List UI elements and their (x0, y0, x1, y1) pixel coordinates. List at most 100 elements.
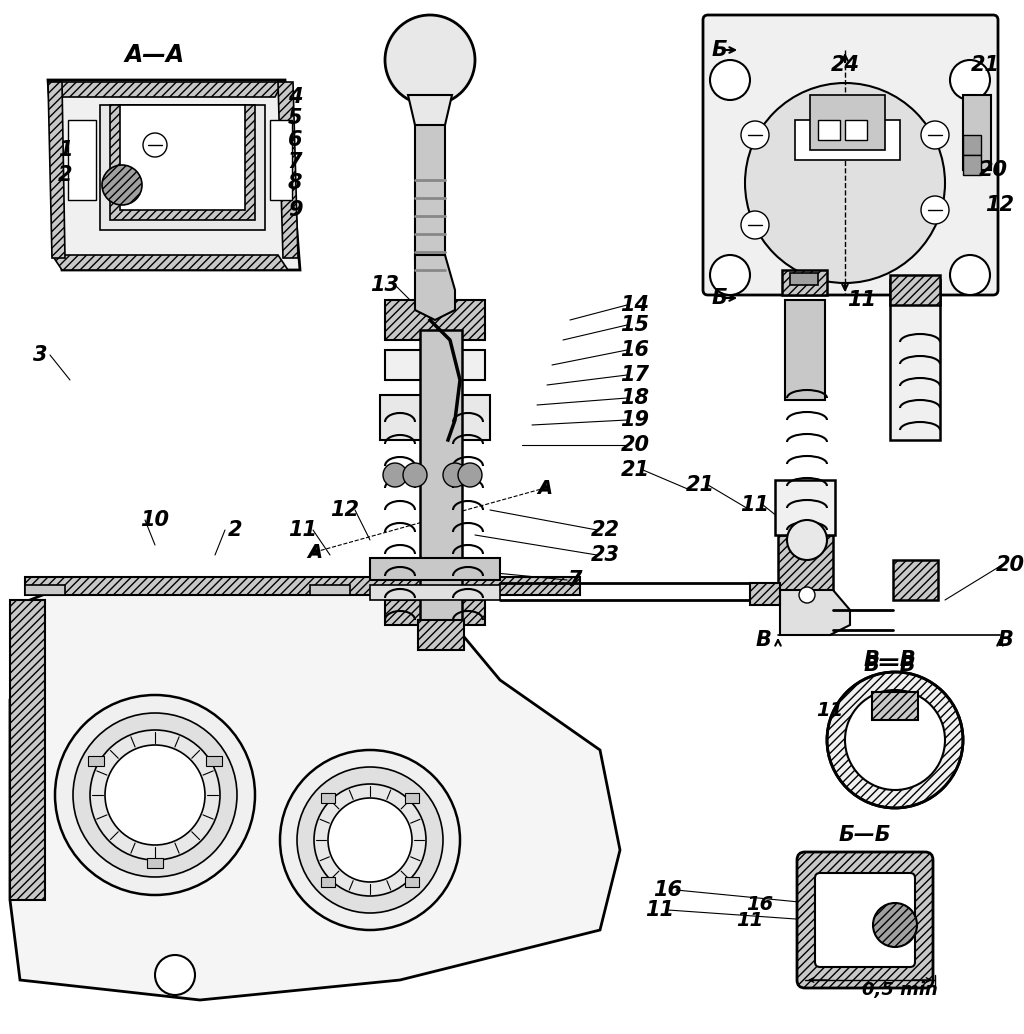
Bar (750, 583, 780, 605)
Text: 16: 16 (746, 895, 773, 914)
Circle shape (845, 690, 945, 790)
Bar (270, 120, 292, 200)
Bar (415, 105, 445, 260)
Text: 11: 11 (736, 911, 764, 930)
Text: A: A (538, 479, 553, 497)
Bar (963, 95, 991, 170)
Text: 24: 24 (830, 55, 859, 75)
Circle shape (55, 695, 255, 895)
Bar (418, 620, 464, 650)
Circle shape (385, 16, 475, 105)
Bar (963, 155, 981, 175)
Text: 14: 14 (621, 295, 649, 315)
Circle shape (921, 121, 949, 149)
Text: 18: 18 (621, 388, 649, 408)
Text: A: A (307, 543, 323, 561)
Circle shape (710, 60, 750, 100)
Text: 2: 2 (57, 165, 73, 185)
Circle shape (787, 520, 827, 560)
Text: 15: 15 (621, 315, 649, 335)
Circle shape (383, 463, 407, 487)
Circle shape (143, 133, 167, 157)
Circle shape (297, 767, 443, 913)
Circle shape (745, 83, 945, 283)
Text: 9: 9 (288, 200, 302, 220)
Circle shape (90, 730, 220, 860)
Polygon shape (50, 82, 283, 97)
Bar (782, 270, 827, 295)
Circle shape (73, 713, 237, 877)
Circle shape (105, 746, 205, 845)
Text: 11: 11 (740, 495, 769, 515)
Polygon shape (52, 255, 288, 270)
Polygon shape (10, 600, 45, 900)
Circle shape (328, 798, 412, 882)
Text: 7: 7 (288, 152, 302, 172)
Text: 11: 11 (848, 290, 877, 310)
Text: 5: 5 (288, 108, 302, 128)
Bar (420, 330, 462, 620)
Bar (385, 600, 485, 625)
Circle shape (443, 463, 467, 487)
Bar (322, 877, 335, 887)
Text: В—В: В—В (863, 655, 916, 675)
Text: 16: 16 (621, 340, 649, 360)
Bar (385, 300, 485, 340)
Text: A—A: A—A (125, 43, 185, 67)
Bar (147, 858, 163, 868)
Circle shape (102, 165, 142, 205)
Text: 21: 21 (621, 460, 649, 480)
Text: Б: Б (712, 288, 728, 308)
Text: 6: 6 (288, 130, 302, 150)
Circle shape (741, 121, 769, 149)
Polygon shape (48, 82, 65, 258)
Text: 21: 21 (971, 55, 999, 75)
Text: 23: 23 (591, 545, 620, 565)
Polygon shape (415, 255, 455, 320)
Polygon shape (10, 580, 620, 1000)
Bar (370, 585, 500, 600)
Text: 20: 20 (979, 160, 1008, 180)
Bar (110, 105, 255, 220)
Bar (785, 300, 825, 400)
Bar (963, 135, 981, 155)
Polygon shape (408, 95, 452, 125)
Text: 1: 1 (57, 140, 73, 160)
Circle shape (314, 784, 426, 896)
Text: 17: 17 (621, 365, 649, 385)
Circle shape (950, 60, 990, 100)
Circle shape (921, 196, 949, 224)
Bar (845, 120, 867, 140)
Text: В—В: В—В (863, 650, 916, 670)
Polygon shape (278, 82, 298, 258)
Bar (890, 280, 940, 440)
Text: В: В (755, 630, 771, 650)
Bar (810, 95, 885, 150)
Bar (890, 275, 940, 305)
Circle shape (710, 255, 750, 295)
Bar (404, 877, 419, 887)
Circle shape (741, 211, 769, 239)
Bar (893, 560, 938, 600)
Circle shape (827, 672, 963, 808)
Text: 8: 8 (288, 173, 302, 193)
Text: 13: 13 (371, 275, 399, 295)
Text: 12: 12 (985, 195, 1015, 215)
Bar (25, 577, 580, 595)
Bar (385, 349, 485, 381)
Text: 11: 11 (289, 520, 317, 540)
Text: 11: 11 (816, 700, 844, 720)
Text: 22: 22 (591, 520, 620, 540)
Text: 21: 21 (685, 475, 715, 495)
FancyBboxPatch shape (797, 852, 933, 989)
Bar (790, 273, 818, 285)
Bar (872, 692, 918, 720)
Bar (322, 793, 335, 803)
Bar (206, 756, 222, 766)
Bar (795, 120, 900, 160)
Text: 2: 2 (227, 520, 243, 540)
Bar (775, 480, 835, 535)
Circle shape (950, 255, 990, 295)
Circle shape (403, 463, 427, 487)
Text: 20: 20 (995, 555, 1024, 575)
